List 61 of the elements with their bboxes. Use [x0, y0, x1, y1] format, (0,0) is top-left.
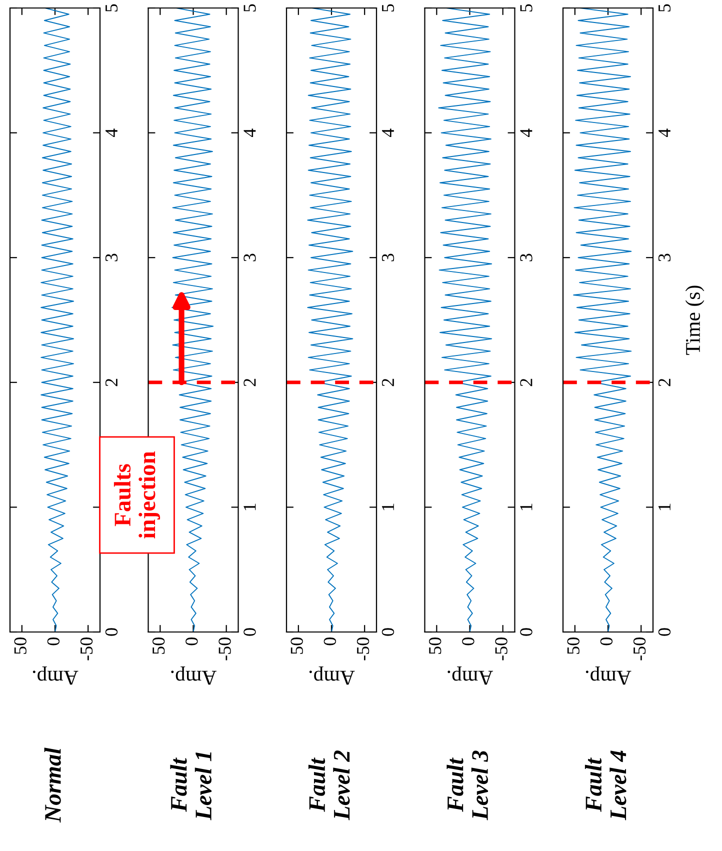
y-tick-label: 4: [106, 128, 118, 137]
y-tick-label: 2: [658, 378, 670, 386]
x-tick-label: 50: [152, 638, 165, 654]
y-tick-label: 2: [382, 378, 394, 386]
y-tick-label: 1: [244, 504, 256, 510]
y-tick-label: 0: [105, 628, 118, 636]
x-tick-label: 0: [47, 638, 60, 646]
x-axis-title: Amp.: [171, 666, 216, 685]
x-tick-label: -50: [495, 638, 508, 660]
y-tick-label: 1: [382, 504, 394, 510]
y-tick-label: 1: [658, 504, 670, 510]
y-tick-label: 5: [244, 4, 256, 12]
text: Normal: [44, 748, 61, 823]
x-axis-title: Amp.: [309, 666, 355, 685]
y-tick-label: 4: [520, 128, 532, 137]
x-axis-title: Amp.: [32, 666, 78, 685]
x-tick-label: 0: [186, 638, 198, 646]
y-tick-label: 1: [520, 504, 532, 510]
x-tick-label: -50: [633, 638, 646, 660]
y-tick-label: 3: [382, 254, 394, 262]
line-series: [438, 8, 492, 632]
x-tick-label: -50: [356, 638, 370, 660]
line-series: [172, 8, 214, 632]
y-tick-label: 3: [658, 254, 671, 262]
y-tick-label: 2: [244, 378, 256, 386]
y-tick-label: 0: [244, 628, 256, 636]
x-tick-label: 50: [290, 638, 303, 654]
y-tick-label: 3: [520, 254, 532, 262]
annotation: Faults injection: [114, 451, 160, 538]
text: Fault Level 1: [170, 752, 212, 820]
y-tick-label: 5: [658, 4, 671, 12]
y-tick-label: 2: [520, 378, 532, 386]
y-tick-label: 5: [106, 4, 118, 12]
y-tick-label: 3: [244, 254, 256, 262]
y-tick-label: 2: [105, 378, 118, 386]
x-tick-label: 0: [324, 638, 336, 646]
x-axis-title: Amp.: [586, 666, 632, 685]
x-tick-label: 50: [428, 638, 442, 654]
text: Fault Level 2: [308, 750, 350, 820]
line-series: [40, 8, 74, 632]
x-tick-label: -50: [80, 638, 93, 660]
y-tick-label: 0: [382, 628, 394, 636]
x-tick-label: 50: [14, 638, 26, 654]
y-tick-label: 0: [658, 628, 671, 636]
x-axis-title: Amp.: [448, 666, 493, 685]
line-series: [307, 8, 354, 632]
y-tick-label: 3: [105, 254, 118, 262]
y-tick-label: 4: [244, 128, 256, 137]
line-series: [573, 8, 632, 632]
x-tick-label: 0: [600, 638, 613, 646]
y-tick-label: 4: [658, 128, 670, 137]
y-tick-label: 4: [382, 128, 394, 137]
x-tick-label: 50: [567, 638, 580, 654]
x-tick-label: -50: [218, 638, 231, 660]
y-tick-label: 5: [382, 4, 394, 12]
y-axis-title: Time (s): [685, 286, 704, 355]
text: Fault Level 4: [584, 750, 626, 820]
y-tick-label: 0: [520, 628, 532, 636]
text: Fault Level 3: [446, 750, 488, 820]
y-tick-label: 5: [520, 4, 532, 12]
x-tick-label: 0: [462, 638, 474, 646]
